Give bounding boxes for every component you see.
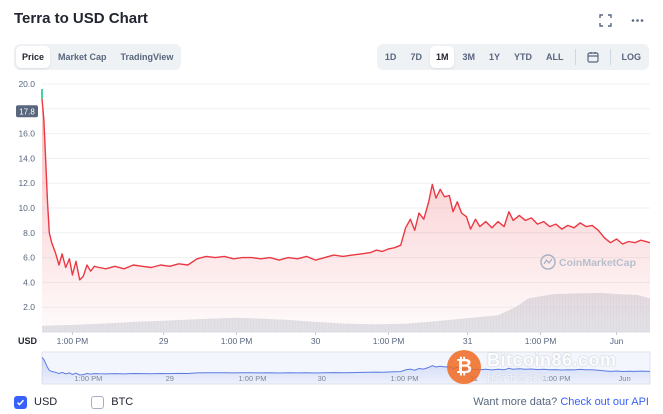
- tab-price[interactable]: Price: [16, 46, 51, 68]
- range-all[interactable]: ALL: [540, 46, 570, 68]
- range-ytd[interactable]: YTD: [508, 46, 538, 68]
- x-tick-label: 1:00 PM: [525, 336, 557, 346]
- y-tick-label: 8.0: [23, 228, 35, 238]
- currency-label: USD: [34, 396, 58, 408]
- fullscreen-icon[interactable]: [597, 12, 613, 28]
- price-line-group: [41, 88, 651, 281]
- watermark-site-sub: 比特币资讯网: [487, 373, 548, 383]
- price-line: [41, 98, 651, 281]
- navigator-tick-label: 1:00 PM: [391, 374, 419, 383]
- navigator-tick-label: Jun: [619, 374, 631, 383]
- currency-footer: USD BTC Want more data? Check out our AP…: [14, 394, 649, 410]
- calendar-button[interactable]: [581, 46, 605, 68]
- x-axis: USD 1:00 PM 29 1:00 PM 30 1:00 PM 31 1:00 PM Jun: [18, 332, 624, 346]
- currency-option-btc[interactable]: BTC: [91, 395, 134, 409]
- currency-label: BTC: [111, 396, 134, 408]
- checkbox-checked-icon[interactable]: [14, 395, 27, 409]
- more-icon[interactable]: [629, 12, 645, 28]
- api-promo: Want more data? Check out our API: [473, 396, 649, 408]
- x-tick-label: 29: [159, 336, 169, 346]
- y-tick-label: 6.0: [23, 253, 35, 263]
- bitcoin-logo-icon: ₿: [447, 350, 481, 384]
- x-tick-label: 1:00 PM: [57, 336, 89, 346]
- divider: [574, 49, 576, 65]
- price-area-fill: [42, 98, 650, 333]
- tab-market-cap[interactable]: Market Cap: [52, 46, 113, 68]
- x-tick-label: 30: [311, 336, 321, 346]
- price-chart[interactable]: 20.018.016.014.012.010.08.06.04.02.017.8…: [0, 76, 663, 388]
- navigator-tick-label: 1:00 PM: [543, 374, 571, 383]
- x-tick-label: Jun: [610, 336, 624, 346]
- x-tick-label: 1:00 PM: [221, 336, 253, 346]
- tab-tradingview[interactable]: TradingView: [115, 46, 180, 68]
- api-link[interactable]: Check out our API: [560, 396, 649, 408]
- range-3m[interactable]: 3M: [456, 46, 481, 68]
- coinmarketcap-logo-icon: [540, 254, 556, 270]
- x-unit-label: USD: [18, 336, 38, 346]
- range-1d[interactable]: 1D: [379, 46, 403, 68]
- checkbox-unchecked-icon[interactable]: [91, 395, 105, 409]
- coinmarketcap-logo-mark: [543, 258, 553, 265]
- range-1m[interactable]: 1M: [429, 46, 455, 68]
- price-area: [42, 98, 650, 333]
- y-tick-label: 20.0: [18, 79, 35, 89]
- range-7d[interactable]: 7D: [404, 46, 428, 68]
- navigator-area: [42, 357, 650, 384]
- y-tick-label: 14.0: [18, 153, 35, 163]
- navigator-line: [41, 357, 651, 376]
- x-tick-label: 1:00 PM: [373, 336, 405, 346]
- currency-option-usd[interactable]: USD: [14, 395, 58, 409]
- range-1y[interactable]: 1Y: [483, 46, 506, 68]
- current-price-badge: [16, 105, 38, 118]
- watermark-site-name: Bitcoin86.com: [487, 350, 617, 370]
- navigator-tick-label: 30: [318, 374, 326, 383]
- x-tick-label: 31: [463, 336, 473, 346]
- navigator-tick-label: 1:00 PM: [239, 374, 267, 383]
- chart-title: Terra to USD Chart: [14, 10, 148, 27]
- navigator-tick-label: 1:00 PM: [74, 374, 102, 383]
- y-tick-label: 16.0: [18, 129, 35, 139]
- y-tick-label: 2.0: [23, 302, 35, 312]
- chart-watermark: CoinMarketCap: [540, 254, 636, 270]
- navigator-tick-label: 29: [166, 374, 174, 383]
- y-tick-label: 12.0: [18, 178, 35, 188]
- log-toggle[interactable]: LOG: [616, 46, 648, 68]
- divider: [609, 49, 611, 65]
- header-actions: [597, 12, 645, 28]
- range-tab-group: 1D 7D 1M 3M 1Y YTD ALL LOG: [376, 44, 649, 70]
- coinmarketcap-brand-text: CoinMarketCap: [559, 257, 636, 269]
- view-tab-group: Price Market Cap TradingView: [14, 44, 182, 70]
- calendar-icon: [586, 52, 599, 63]
- site-watermark: ₿ Bitcoin86.com 比特币资讯网: [447, 350, 617, 384]
- y-tick-label: 4.0: [23, 277, 35, 287]
- current-price-label: 17.8: [19, 107, 35, 116]
- api-promo-text: Want more data?: [473, 396, 558, 408]
- y-tick-label: 10.0: [18, 203, 35, 213]
- y-axis: 20.018.016.014.012.010.08.06.04.02.017.8: [16, 79, 38, 312]
